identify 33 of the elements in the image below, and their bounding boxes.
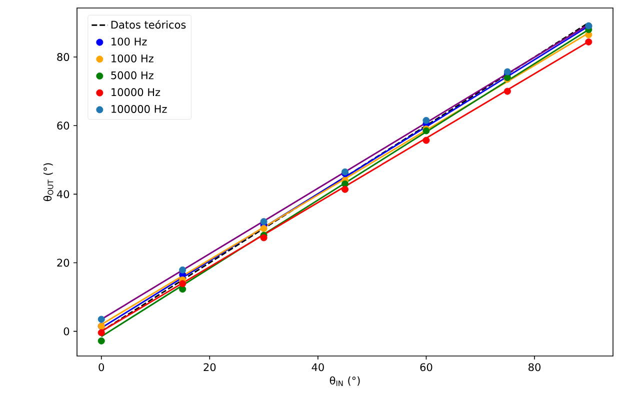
x-axis-title: θ$_{IN}$ (°) xyxy=(330,376,360,386)
point xyxy=(260,234,268,242)
y-tick-label: 0 xyxy=(64,327,70,336)
point xyxy=(98,329,105,336)
point xyxy=(422,136,430,144)
y-tick-label: 60 xyxy=(57,122,70,130)
legend-label: 100 Hz xyxy=(112,38,147,46)
point xyxy=(585,38,592,46)
y-tick-label: 40 xyxy=(56,190,70,198)
legend-label: 100000 Hz xyxy=(112,105,167,113)
x-tick-label: 40 xyxy=(312,363,324,372)
point xyxy=(179,286,186,293)
legend-label: 1000 Hz xyxy=(112,54,154,62)
point xyxy=(179,266,186,274)
x-tick-label: 0 xyxy=(98,363,104,372)
point xyxy=(422,116,430,124)
y-tick-label: 80 xyxy=(57,53,70,61)
y-axis-title: θ$_{OUT}$ (°) xyxy=(43,163,54,202)
point xyxy=(98,316,105,323)
point xyxy=(260,218,268,226)
x-tick-label: 80 xyxy=(528,363,540,372)
x-tick-label: 60 xyxy=(420,363,432,372)
point xyxy=(98,337,105,344)
point xyxy=(260,224,268,232)
point xyxy=(179,280,186,288)
x-tick-label: 20 xyxy=(204,363,216,372)
legend-label: 10000 Hz xyxy=(112,88,160,96)
point xyxy=(504,88,511,95)
y-tick-label: 20 xyxy=(57,258,70,267)
point xyxy=(342,186,349,193)
legend-label: Datos teóricos xyxy=(111,20,186,29)
legend-label: 5000 Hz xyxy=(111,71,154,80)
point xyxy=(504,68,511,76)
